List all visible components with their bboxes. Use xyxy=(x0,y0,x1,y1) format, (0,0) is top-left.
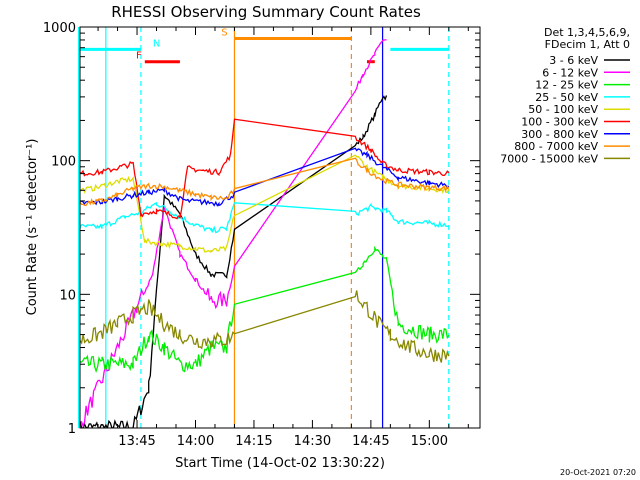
plot-frame xyxy=(79,26,481,429)
series-line-1 xyxy=(80,38,387,428)
y-tick-label: 1 xyxy=(68,422,76,437)
y-tick-label: 1000 xyxy=(43,21,76,36)
flag-label-f: F xyxy=(136,51,142,62)
x-tick-label: 13:45 xyxy=(118,434,155,449)
series-line-0 xyxy=(80,95,388,428)
x-axis-label: Start Time (14-Oct-02 13:30:22) xyxy=(175,456,385,471)
x-tick-label: 14:15 xyxy=(235,434,272,449)
x-tick-label: 15:00 xyxy=(411,434,448,449)
x-tick-label: 14:30 xyxy=(294,434,331,449)
y-tick-label: 10 xyxy=(59,288,76,303)
flag-label-n: N xyxy=(153,38,160,49)
x-tick-label: 14:45 xyxy=(352,434,389,449)
series-line-4 xyxy=(80,154,450,254)
y-tick-label: 100 xyxy=(51,155,76,170)
legend-entry-label: 6 - 12 keV xyxy=(542,66,598,79)
legend-entry-label: 100 - 300 keV xyxy=(521,116,598,129)
axes: 13:45 14:00 14:15 14:30 14:45 15:00 1 10 100 1000 xyxy=(43,21,481,449)
legend-header: Det 1,3,4,5,6,9, xyxy=(544,26,630,39)
legend-entry-label: 25 - 50 keV xyxy=(535,91,598,104)
series-line-6 xyxy=(80,147,450,207)
series-line-8 xyxy=(80,290,450,363)
legend-entry-label: 12 - 25 keV xyxy=(535,79,598,92)
legend-entry-label: 50 - 100 keV xyxy=(528,103,598,116)
series-line-5 xyxy=(80,118,450,220)
legend-entry-label: 3 - 6 keV xyxy=(549,54,598,67)
chart-title: RHESSI Observing Summary Count Rates xyxy=(111,3,421,21)
series-line-2 xyxy=(80,245,450,374)
series-line-3 xyxy=(80,201,450,234)
legend-entry-label: 300 - 800 keV xyxy=(521,128,598,141)
legend-header: FDecim 1, Att 0 xyxy=(545,38,630,51)
plot-area: NF S xyxy=(77,27,450,428)
series-line-7 xyxy=(80,157,450,207)
flag-label-s: S xyxy=(221,28,227,39)
legend: Det 1,3,4,5,6,9,FDecim 1, Att 0 3 - 6 keV… xyxy=(500,26,630,165)
footer-date: 20-Oct-2021 07:20 xyxy=(560,468,636,477)
x-tick-label: 14:00 xyxy=(177,434,214,449)
legend-entry-label: 800 - 7000 keV xyxy=(514,140,598,153)
y-axis-label: Count Rate (s⁻¹ detector⁻¹) xyxy=(25,139,40,316)
legend-entry-label: 7000 - 15000 keV xyxy=(500,152,598,165)
